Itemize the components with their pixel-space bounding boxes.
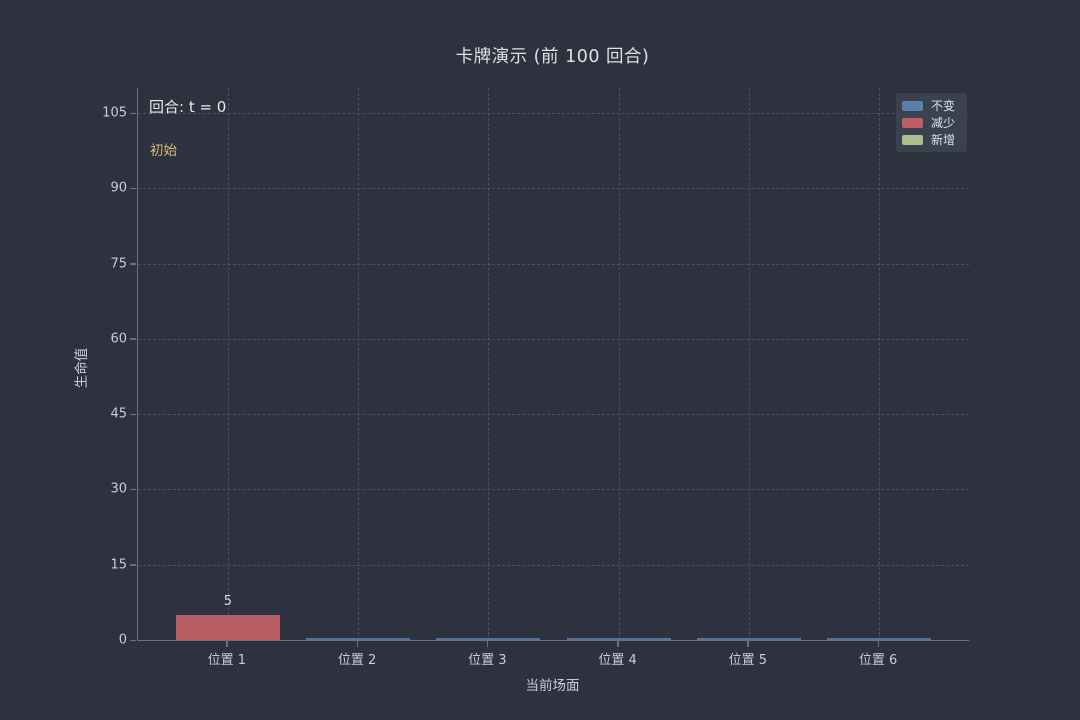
v-gridline: [358, 88, 360, 640]
y-tick-label: 105: [102, 105, 127, 121]
h-gridline: [138, 338, 969, 340]
legend-label: 减少: [931, 116, 956, 130]
y-tick-label: 75: [110, 256, 127, 272]
y-axis-label: 生命值: [74, 347, 90, 389]
y-tick-mark: [130, 564, 136, 566]
y-tick-mark: [130, 488, 136, 491]
x-tick-label: 位置 5: [728, 653, 768, 668]
chart-title: 卡牌演示 (前 100 回合): [455, 47, 650, 67]
v-gridline: [227, 88, 229, 640]
h-gridline: [138, 263, 969, 265]
h-gridline: [138, 414, 969, 416]
bar: [566, 638, 671, 640]
y-tick-mark: [130, 187, 136, 190]
bar: [175, 614, 280, 640]
y-tick-mark: [130, 338, 136, 340]
annotation-phase: 初始: [150, 143, 177, 159]
h-gridline: [138, 113, 969, 115]
annotation-round: 回合: t = 0: [149, 98, 227, 116]
legend-entry: 不变: [902, 97, 967, 114]
x-tick-label: 位置 1: [207, 653, 247, 668]
x-axis-label: 当前场面: [525, 678, 580, 694]
legend-entry: 新增: [902, 131, 967, 148]
v-gridline: [488, 88, 490, 640]
legend-label: 新增: [931, 133, 956, 147]
h-gridline: [138, 489, 969, 491]
v-gridline: [879, 88, 881, 640]
x-tick-mark: [226, 641, 228, 647]
x-tick-mark: [617, 641, 619, 647]
x-tick-label: 位置 6: [858, 653, 898, 668]
h-gridline: [138, 188, 969, 190]
plot-area: 5 回合: t = 0 初始: [137, 88, 969, 641]
y-tick-label: 30: [110, 481, 127, 497]
y-tick-mark: [130, 639, 136, 641]
legend-entry: 减少: [902, 114, 967, 131]
y-tick-label: 45: [110, 406, 127, 422]
bar: [436, 638, 541, 640]
bar: [827, 638, 932, 640]
y-tick-mark: [130, 112, 136, 115]
x-tick-mark: [356, 641, 359, 647]
x-tick-label: 位置 3: [468, 653, 507, 668]
y-tick-label: 0: [118, 632, 127, 648]
legend-swatch: [902, 117, 923, 128]
y-tick-mark: [130, 413, 136, 416]
legend-swatch: [902, 134, 923, 145]
x-tick-label: 位置 4: [598, 653, 637, 668]
v-gridline: [618, 88, 620, 640]
bar: [696, 638, 801, 640]
x-tick-mark: [747, 641, 749, 647]
bar: [306, 638, 411, 640]
x-tick-mark: [486, 641, 489, 647]
h-gridline: [138, 564, 969, 566]
y-tick-label: 60: [110, 331, 127, 347]
x-tick-mark: [877, 641, 880, 647]
y-tick-mark: [130, 263, 136, 265]
v-gridline: [748, 88, 750, 640]
y-tick-label: 15: [110, 557, 127, 573]
legend-label: 不变: [931, 99, 956, 113]
y-tick-label: 90: [110, 180, 127, 196]
legend: 不变 减少 新增: [896, 93, 967, 152]
legend-swatch: [902, 100, 923, 111]
bar-value-label: 5: [223, 593, 232, 609]
x-tick-label: 位置 2: [337, 653, 377, 668]
